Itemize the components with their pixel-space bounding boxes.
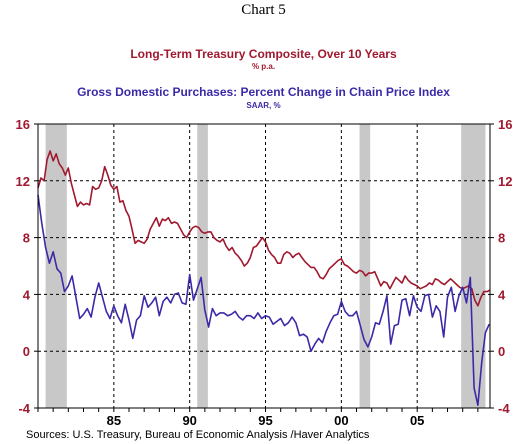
- x-tick-label: 95: [258, 413, 272, 428]
- y-tick-label-left: 12: [16, 174, 30, 189]
- axes: [34, 123, 494, 412]
- plot-frame: [37, 123, 491, 409]
- x-tick-label: 05: [410, 413, 424, 428]
- y-tick-label-right: 8: [498, 231, 505, 246]
- series-lines: [37, 150, 491, 406]
- y-tick-label-left: 8: [23, 231, 30, 246]
- x-tick-label: 00: [334, 413, 348, 428]
- x-tick-label: 85: [107, 413, 121, 428]
- y-tick-label-left: 0: [23, 344, 30, 359]
- series2-legend-unit: SAAR, %: [246, 101, 281, 110]
- tick-labels: 16 12 8 4 0 -4 16 12 8 4 0 -4 85 90 95 00 05: [16, 117, 513, 428]
- y-tick-label-right: 16: [498, 117, 512, 132]
- y-tick-label-right: 12: [498, 174, 512, 189]
- chart-title: Chart 5: [241, 2, 286, 18]
- y-tick-label-right: -4: [498, 401, 510, 416]
- series2-legend-title: Gross Domestic Purchases: Percent Change…: [77, 85, 450, 99]
- recession-band: [359, 124, 371, 408]
- y-tick-label-left: -4: [18, 401, 30, 416]
- x-tick-label: 90: [182, 413, 196, 428]
- recession-band: [197, 124, 208, 408]
- y-tick-label-right: 0: [498, 344, 505, 359]
- y-tick-label-left: 16: [16, 117, 30, 132]
- series1-legend-title: Long-Term Treasury Composite, Over 10 Ye…: [130, 47, 397, 61]
- series1-legend-unit: % p.a.: [251, 62, 276, 71]
- y-tick-label-left: 4: [23, 287, 31, 302]
- gridlines: [38, 124, 490, 408]
- y-tick-label-right: 4: [498, 287, 506, 302]
- source-note: Sources: U.S. Treasury, Bureau of Econom…: [26, 429, 370, 441]
- series-line-1: [37, 150, 491, 307]
- series-line-2: [37, 194, 490, 406]
